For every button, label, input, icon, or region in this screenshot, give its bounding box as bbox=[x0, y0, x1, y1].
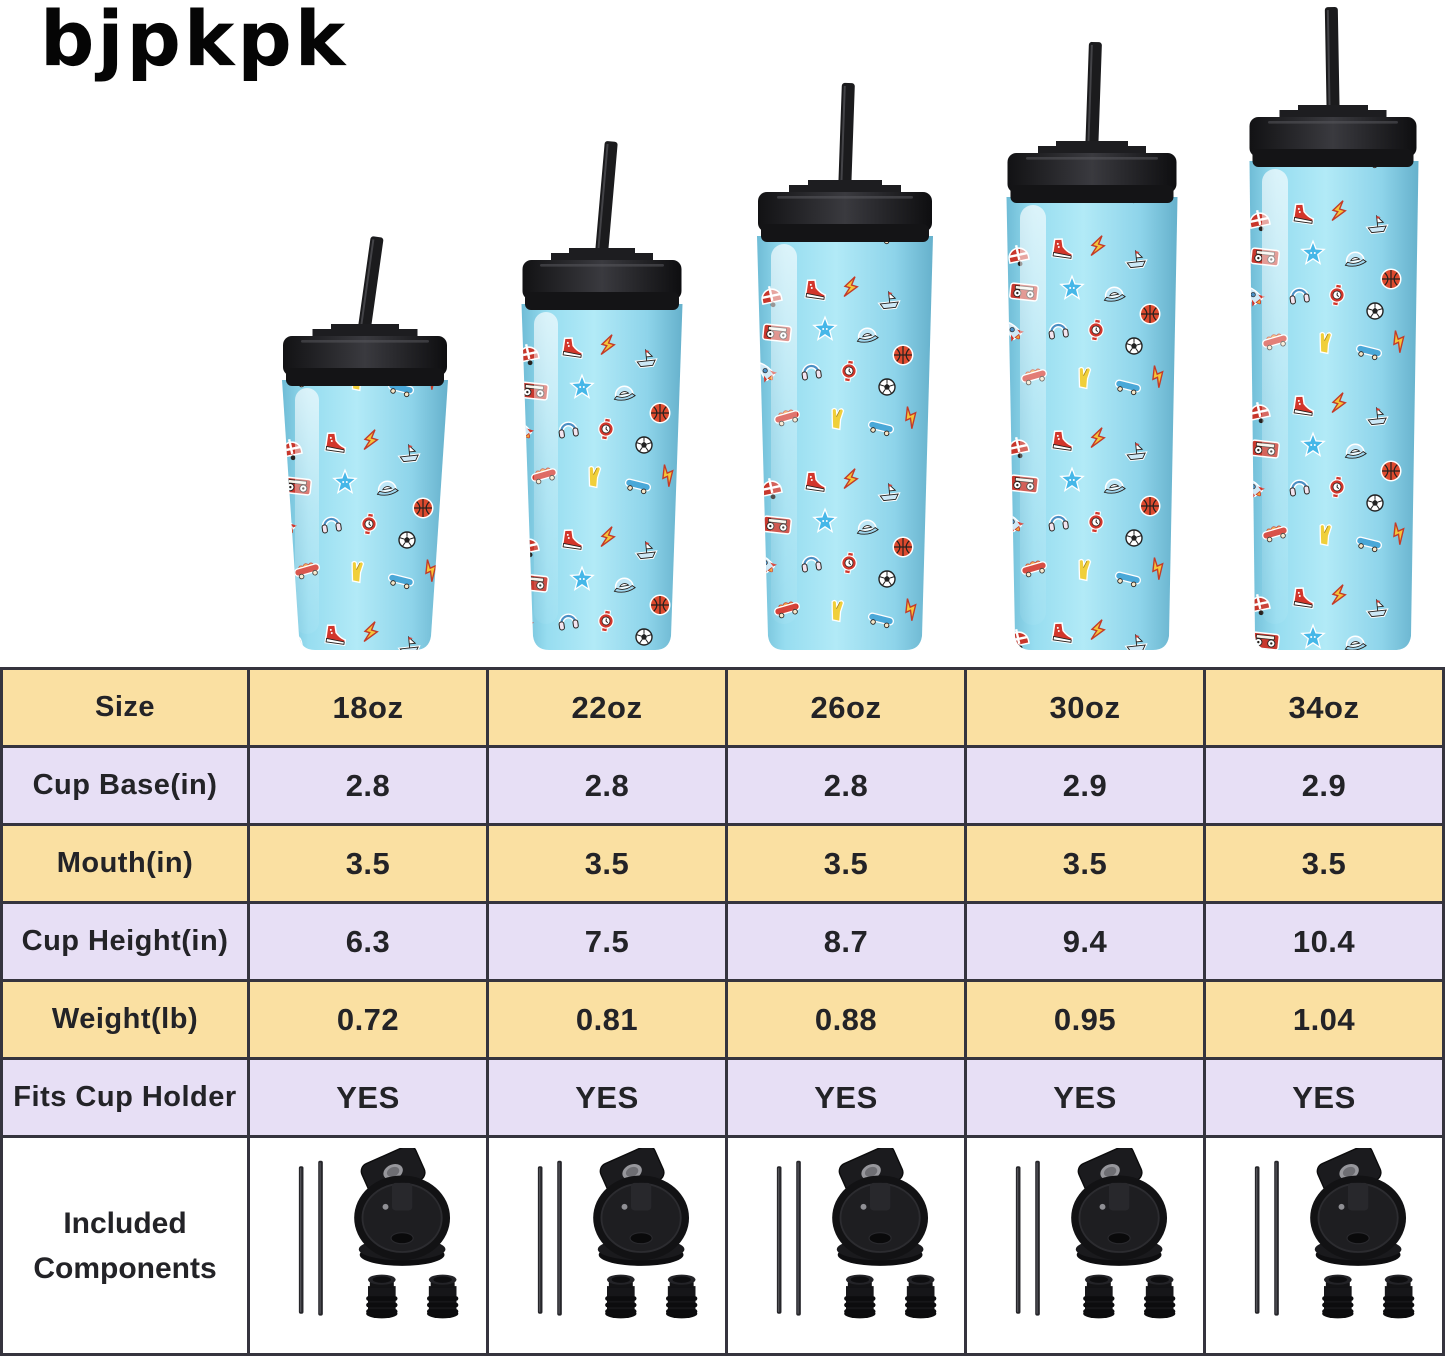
mouth-value-col4: 3.5 bbox=[967, 826, 1206, 904]
size-value-col1: 18oz bbox=[250, 670, 489, 748]
fits-holder-value-col4: YES bbox=[967, 1060, 1206, 1138]
size-value-col4: 30oz bbox=[967, 670, 1206, 748]
cup-height-value-col3: 8.7 bbox=[728, 904, 967, 982]
mouth-value-col2: 3.5 bbox=[489, 826, 728, 904]
row-label-fits-cup-holder: Fits Cup Holder bbox=[3, 1060, 250, 1138]
included-components-col3 bbox=[728, 1138, 967, 1356]
straw-icon bbox=[1084, 41, 1102, 172]
size-value-col3: 26oz bbox=[728, 670, 967, 748]
weight-value-col3: 0.88 bbox=[728, 982, 967, 1060]
components-kit-image bbox=[979, 1148, 1191, 1344]
weight-value-col5: 1.04 bbox=[1206, 982, 1445, 1060]
tumbler-22oz bbox=[502, 137, 702, 650]
cup-lid bbox=[1249, 105, 1417, 167]
cup-lid bbox=[1007, 141, 1177, 203]
row-label-cup-base: Cup Base(in) bbox=[3, 748, 250, 826]
mouth-value-col3: 3.5 bbox=[728, 826, 967, 904]
cup-height-value-col4: 9.4 bbox=[967, 904, 1206, 982]
cup-height-value-col1: 6.3 bbox=[250, 904, 489, 982]
brand-logo: bjpkpk bbox=[40, 0, 349, 83]
tumbler-34oz bbox=[1233, 3, 1433, 650]
cup-body bbox=[282, 380, 448, 650]
included-components-col4 bbox=[967, 1138, 1206, 1356]
weight-value-col1: 0.72 bbox=[250, 982, 489, 1060]
cup-lid bbox=[283, 324, 447, 386]
cup-height-value-col2: 7.5 bbox=[489, 904, 728, 982]
components-kit-image bbox=[262, 1148, 474, 1344]
included-components-col1 bbox=[250, 1138, 489, 1356]
cup-body bbox=[757, 236, 933, 650]
straw-icon bbox=[593, 141, 618, 279]
row-label-weight: Weight(lb) bbox=[3, 982, 250, 1060]
cup-lid bbox=[522, 248, 682, 310]
components-kit-image bbox=[1218, 1148, 1430, 1344]
cup-body bbox=[521, 304, 683, 650]
row-label-mouth: Mouth(in) bbox=[3, 826, 250, 904]
components-kit-image bbox=[740, 1148, 952, 1344]
straw-icon bbox=[1324, 6, 1340, 136]
spec-table: Size 18oz 22oz 26oz 30oz 34oz Cup Base(i… bbox=[0, 667, 1445, 1356]
tumbler-26oz bbox=[745, 79, 945, 650]
fits-holder-value-col2: YES bbox=[489, 1060, 728, 1138]
size-value-col5: 34oz bbox=[1206, 670, 1445, 748]
row-label-size: Size bbox=[3, 670, 250, 748]
included-components-col2 bbox=[489, 1138, 728, 1356]
size-value-col2: 22oz bbox=[489, 670, 728, 748]
cup-base-value-col1: 2.8 bbox=[250, 748, 489, 826]
tumbler-18oz bbox=[265, 232, 465, 650]
cup-base-value-col5: 2.9 bbox=[1206, 748, 1445, 826]
tumbler-30oz bbox=[992, 38, 1192, 650]
mouth-value-col1: 3.5 bbox=[250, 826, 489, 904]
cup-base-value-col2: 2.8 bbox=[489, 748, 728, 826]
cup-body bbox=[1006, 197, 1178, 650]
straw-icon bbox=[837, 82, 855, 211]
included-components-col5 bbox=[1206, 1138, 1445, 1356]
cup-base-value-col3: 2.8 bbox=[728, 748, 967, 826]
components-kit-image bbox=[501, 1148, 713, 1344]
row-label-cup-height: Cup Height(in) bbox=[3, 904, 250, 982]
mouth-value-col5: 3.5 bbox=[1206, 826, 1445, 904]
weight-value-col2: 0.81 bbox=[489, 982, 728, 1060]
cup-body bbox=[1249, 161, 1419, 650]
fits-holder-value-col1: YES bbox=[250, 1060, 489, 1138]
cup-height-value-col5: 10.4 bbox=[1206, 904, 1445, 982]
tumbler-lineup bbox=[0, 0, 1445, 668]
fits-holder-value-col3: YES bbox=[728, 1060, 967, 1138]
cup-base-value-col4: 2.9 bbox=[967, 748, 1206, 826]
cup-lid bbox=[758, 180, 932, 242]
row-label-included-components: Included Components bbox=[3, 1138, 250, 1356]
fits-holder-value-col5: YES bbox=[1206, 1060, 1445, 1138]
weight-value-col4: 0.95 bbox=[967, 982, 1206, 1060]
